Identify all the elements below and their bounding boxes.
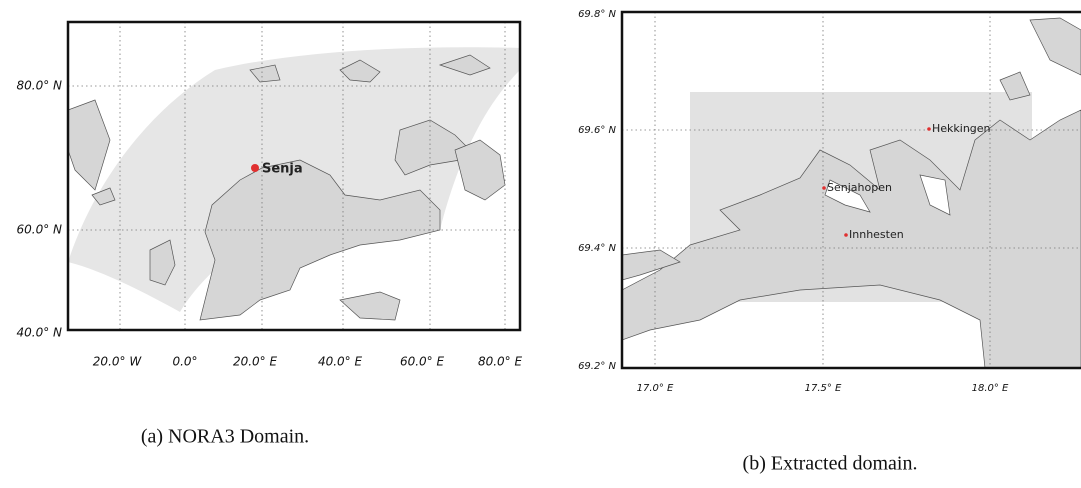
lon-label: 0.0°: [172, 355, 197, 369]
lon-label: 17.0° E: [637, 383, 674, 394]
map-b: Hekkingen Senjahopen Innhesten 69.8° N 6…: [578, 9, 1081, 475]
lat-label: 60.0° N: [16, 223, 62, 237]
lat-label: 69.2° N: [578, 361, 616, 372]
place-marker: [822, 186, 826, 190]
place-label: Senjahopen: [827, 181, 892, 194]
place-label: Innhesten: [849, 228, 904, 241]
lon-label: 17.5° E: [805, 383, 842, 394]
place-label: Senja: [262, 162, 303, 177]
land: [68, 100, 110, 190]
lat-label: 69.6° N: [578, 125, 616, 136]
lon-label: 80.0° E: [478, 355, 523, 369]
figure: Senja 80.0° N 60.0° N 40.0° N 20.0° W 0.…: [0, 0, 1081, 488]
map-a: Senja 80.0° N 60.0° N 40.0° N 20.0° W 0.…: [16, 22, 522, 448]
lat-label: 80.0° N: [16, 79, 62, 93]
lat-label: 69.8° N: [578, 9, 616, 20]
place-label: Hekkingen: [932, 122, 991, 135]
land: [1030, 18, 1081, 75]
place-marker: [927, 127, 931, 131]
place-marker: [251, 164, 259, 172]
place-marker: [844, 233, 848, 237]
caption: (a) NORA3 Domain.: [141, 426, 309, 448]
lon-label: 18.0° E: [972, 383, 1009, 394]
caption: (b) Extracted domain.: [743, 453, 918, 475]
land: [455, 140, 505, 200]
lon-label: 20.0° E: [233, 355, 278, 369]
lon-label: 40.0° E: [318, 355, 363, 369]
lat-label: 69.4° N: [578, 243, 616, 254]
lat-label: 40.0° N: [16, 326, 62, 340]
lon-label: 60.0° E: [400, 355, 445, 369]
land: [340, 292, 400, 320]
lon-label: 20.0° W: [93, 355, 143, 369]
